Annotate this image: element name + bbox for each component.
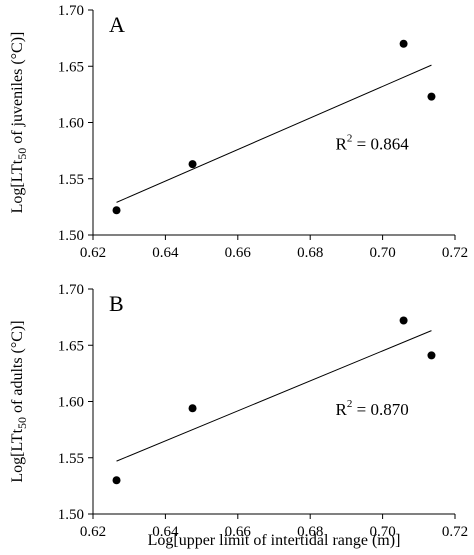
- data-point: [188, 160, 197, 169]
- r-squared-base: R: [336, 135, 348, 154]
- x-tick-label: 0.62: [80, 245, 106, 261]
- y-tick-label: 1.50: [58, 228, 84, 244]
- y-axis-title: Log[LTt50 of juveniles (°C)]: [9, 32, 29, 214]
- y-tick-label: 1.50: [58, 507, 84, 523]
- x-tick-label: 0.68: [297, 245, 323, 261]
- y-axis-title-subscript: 50: [15, 417, 29, 429]
- x-tick-label: 0.70: [369, 245, 395, 261]
- data-point: [427, 351, 436, 360]
- panel-label: B: [109, 291, 124, 316]
- r-squared-exponent: 2: [347, 398, 353, 410]
- data-point: [112, 476, 121, 485]
- y-axis-title-end: of adults (°C)]: [9, 320, 26, 417]
- y-axis-title-start: Log[LTt: [9, 159, 26, 213]
- x-tick-label: 0.64: [152, 245, 179, 261]
- x-tick-label: 0.70: [369, 524, 395, 540]
- r-squared-value: = 0.870: [352, 400, 408, 419]
- x-tick-label: 0.72: [442, 524, 468, 540]
- y-tick-label: 1.55: [58, 172, 84, 188]
- trend-line: [116, 64, 432, 203]
- x-axis-title: Log[upper limit of intertidal range (m)]: [148, 532, 401, 549]
- panel-b: 1.50 1.55 1.60 1.65 1.70 0.62 0.64 0.66 0.68 0.70…: [9, 282, 468, 549]
- data-point: [112, 206, 121, 215]
- panel-label: A: [109, 12, 125, 37]
- r-squared-exponent: 2: [347, 133, 353, 145]
- x-tick-label: 0.68: [297, 524, 323, 540]
- x-tick-label: 0.66: [225, 524, 252, 540]
- data-point: [399, 316, 408, 325]
- y-axis-title-subscript: 50: [15, 148, 29, 160]
- data-point: [427, 92, 436, 101]
- y-tick-label: 1.60: [58, 395, 84, 411]
- y-tick-label: 1.65: [58, 59, 84, 75]
- y-axis-title: Log[LTt50 of adults (°C)]: [9, 320, 29, 482]
- y-axis-title-start: Log[LTt: [9, 428, 26, 482]
- r-squared-base: R: [336, 400, 348, 419]
- y-tick-label: 1.55: [58, 451, 84, 467]
- y-tick-label: 1.60: [58, 116, 84, 132]
- x-tick-label: 0.64: [152, 524, 179, 540]
- y-axis-title-end: of juveniles (°C)]: [9, 32, 26, 148]
- x-tick-label: 0.66: [225, 245, 252, 261]
- r-squared-value: = 0.864: [352, 135, 409, 154]
- y-tick-label: 1.70: [58, 282, 84, 298]
- y-tick-label: 1.70: [58, 3, 84, 19]
- y-tick-label: 1.65: [58, 338, 84, 354]
- trend-line: [116, 330, 432, 462]
- data-point: [399, 39, 408, 48]
- r-squared-label: R2 = 0.864: [336, 133, 410, 154]
- data-point: [188, 404, 197, 413]
- panel-a: 1.50 1.55 1.60 1.65 1.70 0.62 0.64 0.66 0.68 0.70…: [9, 3, 468, 261]
- x-tick-label: 0.72: [442, 245, 468, 261]
- x-tick-label: 0.62: [80, 524, 106, 540]
- r-squared-label: R2 = 0.870: [336, 398, 409, 419]
